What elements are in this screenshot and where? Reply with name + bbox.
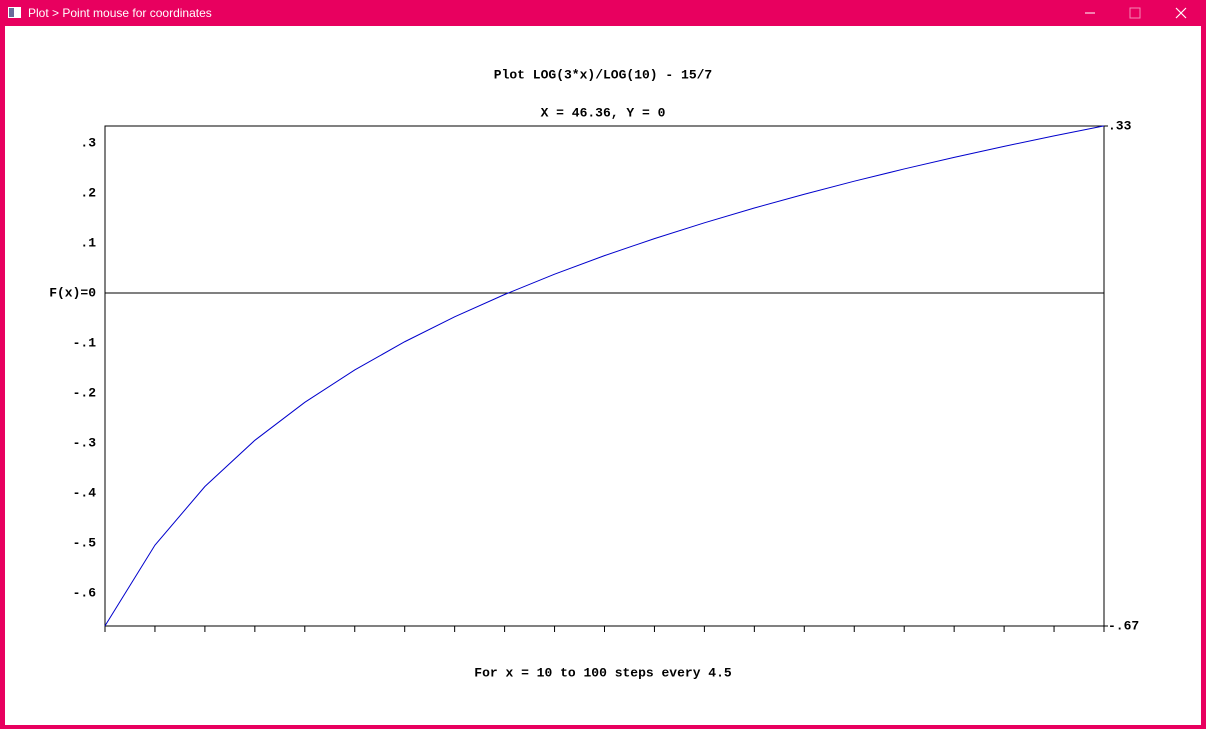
y-tick-label: -.2 (73, 385, 97, 400)
title-bar (8, 7, 1187, 19)
y-tick-label: -.6 (73, 585, 97, 600)
x-axis-label: For x = 10 to 100 steps every 4.5 (474, 665, 732, 680)
y-tick-label: .2 (80, 185, 96, 200)
client-area (5, 26, 1201, 725)
y-tick-label: -.1 (73, 335, 97, 350)
curve (104, 125, 1105, 627)
window-title: Plot > Point mouse for coordinates (28, 6, 212, 20)
plot-frame (104, 125, 1105, 627)
app-icon-part (9, 8, 14, 17)
y-tick-label: .3 (80, 135, 96, 150)
maximize-button[interactable] (1129, 7, 1141, 19)
y-tick-label: F(x)=0 (49, 285, 96, 300)
y-tick-label: -.4 (73, 485, 97, 500)
y-tick-label: -.5 (73, 535, 97, 550)
app-icon (8, 7, 21, 18)
close-button[interactable] (1175, 7, 1187, 19)
chart-subtitle: X = 46.36, Y = 0 (541, 105, 666, 120)
chart-title: Plot LOG(3*x)/LOG(10) - 15/7 (494, 67, 712, 82)
limit-label: .33 (1108, 118, 1132, 133)
limit-label: -.67 (1108, 618, 1139, 633)
y-tick-label: .1 (80, 235, 96, 250)
y-tick-label: -.3 (73, 435, 97, 450)
